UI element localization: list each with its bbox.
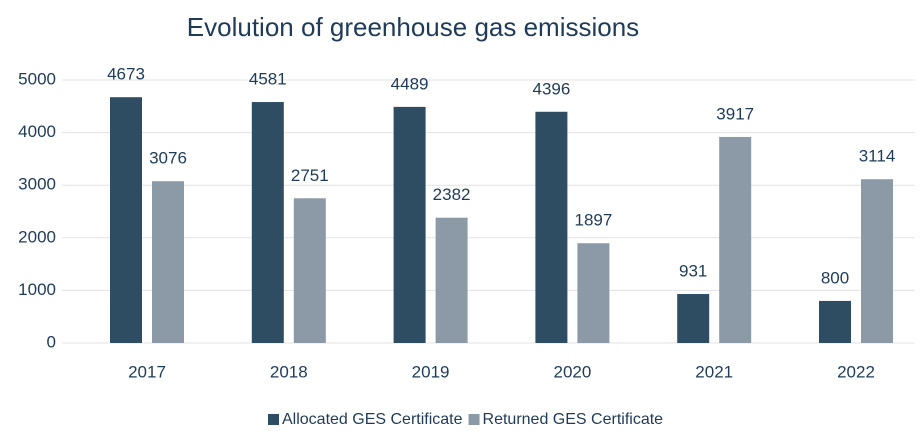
y-tick-label: 2000 xyxy=(18,227,56,246)
bar xyxy=(577,243,610,343)
legend-swatch xyxy=(268,414,279,425)
value-label: 4396 xyxy=(532,79,570,98)
bar xyxy=(819,300,851,343)
x-tick-label: 2021 xyxy=(695,362,733,381)
bar xyxy=(251,102,284,343)
y-tick-label: 3000 xyxy=(18,175,56,194)
value-label: 1897 xyxy=(574,211,612,230)
y-tick-label: 1000 xyxy=(18,280,56,299)
value-label: 4489 xyxy=(391,74,429,93)
value-label: 2382 xyxy=(433,185,471,204)
bar xyxy=(110,97,142,344)
value-label: 2751 xyxy=(291,166,329,185)
value-label: 3917 xyxy=(716,104,754,123)
value-label: 4581 xyxy=(249,70,287,89)
bar xyxy=(677,294,710,343)
chart-title: Evolution of greenhouse gas emissions xyxy=(187,12,639,42)
y-tick-label: 5000 xyxy=(18,69,56,88)
bar xyxy=(535,111,568,343)
y-tick-label: 4000 xyxy=(18,122,56,141)
bar xyxy=(152,181,184,343)
legend-label: Returned GES Certificate xyxy=(483,411,664,428)
x-tick-label: 2022 xyxy=(837,362,875,381)
bar xyxy=(435,217,468,343)
bar xyxy=(719,136,752,343)
y-tick-label: 0 xyxy=(47,332,56,351)
legend-label: Allocated GES Certificate xyxy=(282,411,463,428)
x-tick-label: 2020 xyxy=(553,362,591,381)
x-tick-label: 2018 xyxy=(270,362,308,381)
x-tick-label: 2019 xyxy=(412,362,450,381)
value-label: 4673 xyxy=(107,65,145,84)
value-label: 931 xyxy=(679,262,707,281)
x-tick-label: 2017 xyxy=(128,362,166,381)
bar xyxy=(861,179,893,343)
value-label: 800 xyxy=(821,268,849,287)
bar xyxy=(293,198,326,343)
value-label: 3114 xyxy=(859,147,896,166)
bar xyxy=(393,106,426,343)
legend-swatch xyxy=(468,414,480,425)
value-label: 3076 xyxy=(149,149,187,168)
